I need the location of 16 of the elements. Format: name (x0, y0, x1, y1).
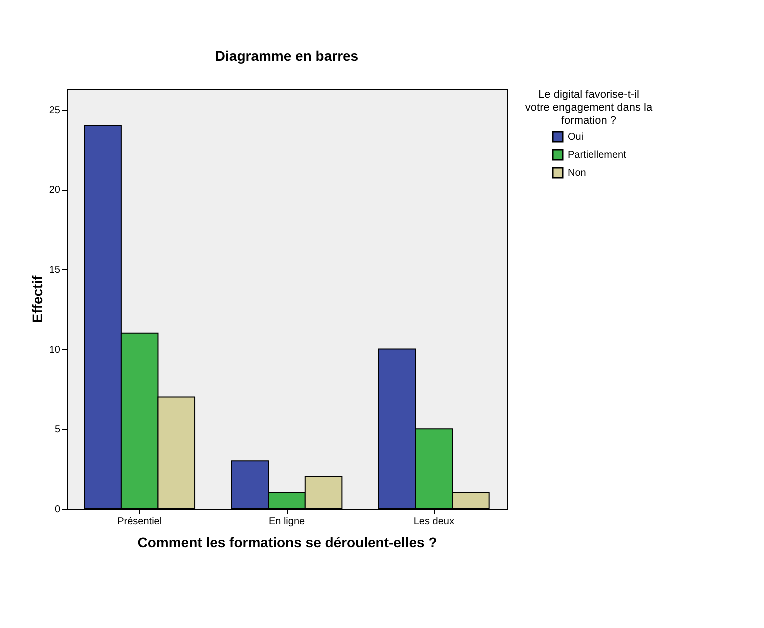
x-axis-title: Comment les formations se déroulent-elles ? (138, 534, 438, 550)
x-tick-label: Les deux (414, 516, 454, 528)
y-tick-label: 5 (54, 424, 61, 436)
x-tick-label: En ligne (268, 516, 306, 528)
legend-label: Non (568, 168, 586, 179)
y-tick-label: 20 (49, 185, 61, 196)
y-tick-label: 0 (54, 504, 61, 516)
y-tick-label: 10 (49, 344, 61, 356)
y-tick-label: 25 (49, 105, 61, 116)
legend-title: Le digital favorise-t-il votre engagement dans la formation ? (525, 89, 654, 127)
x-tick-label: Présentiel (118, 516, 162, 528)
y-axis-title: Effectif (29, 275, 46, 324)
legend-label: Partiellement (568, 150, 627, 161)
chart-title: Diagramme en barres (215, 48, 359, 64)
legend-label: Oui (568, 132, 584, 143)
y-tick-label: 15 (49, 264, 61, 276)
